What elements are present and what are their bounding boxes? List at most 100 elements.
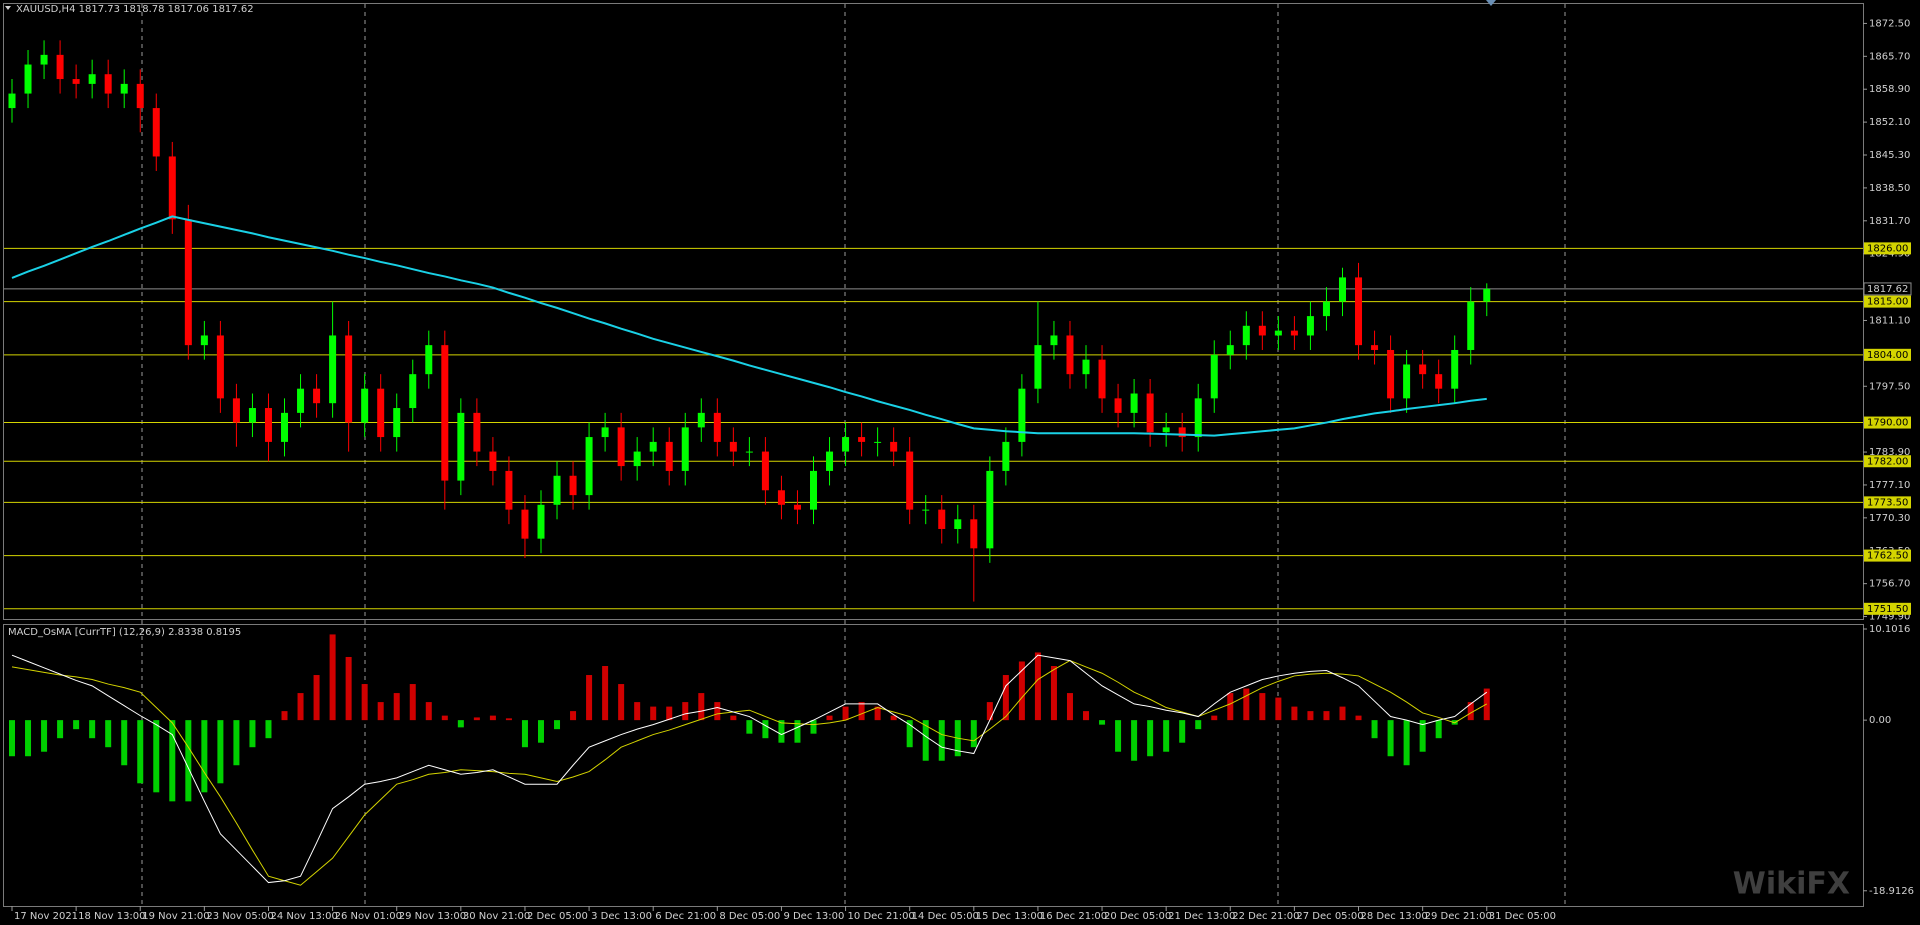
histogram-bar bbox=[105, 720, 112, 748]
vertical-grid bbox=[141, 4, 1566, 906]
candle-body bbox=[633, 451, 641, 467]
candle-body bbox=[1018, 388, 1026, 442]
level-label-box bbox=[1864, 549, 1911, 562]
level-label: 1751.50 bbox=[1867, 604, 1908, 615]
menu-arrow bbox=[5, 6, 11, 10]
candle-body bbox=[1034, 345, 1042, 389]
x-tick-label: 3 Dec 13:00 bbox=[591, 911, 652, 922]
y-tick-label: 1845.30 bbox=[1869, 150, 1910, 161]
level-label: 1826.00 bbox=[1867, 243, 1908, 254]
histogram-bar bbox=[1034, 652, 1041, 721]
histogram-bar bbox=[1050, 666, 1057, 721]
shift-marker bbox=[1486, 0, 1496, 6]
candle-body bbox=[713, 412, 721, 442]
candle-body bbox=[810, 470, 817, 510]
candle-body bbox=[777, 490, 785, 505]
candle-body bbox=[313, 388, 321, 404]
histogram-bar bbox=[858, 702, 865, 721]
candle-body bbox=[1146, 393, 1154, 433]
candle-body bbox=[1210, 354, 1218, 399]
candle-body bbox=[136, 83, 144, 109]
histogram-bar bbox=[1066, 693, 1073, 721]
candle-body bbox=[1082, 359, 1090, 375]
histogram-bar bbox=[153, 720, 160, 793]
x-tick-label: 18 Nov 13:00 bbox=[78, 911, 145, 922]
x-tick-label: 14 Dec 05:00 bbox=[912, 911, 979, 922]
histogram-bar bbox=[1355, 715, 1362, 721]
histogram-bar bbox=[281, 711, 288, 721]
histogram-bar bbox=[810, 720, 817, 734]
histogram-bar bbox=[570, 711, 577, 721]
histogram-bar bbox=[1371, 720, 1378, 739]
x-tick-label: 30 Nov 21:00 bbox=[463, 911, 530, 922]
x-tick-label: 28 Dec 13:00 bbox=[1361, 911, 1428, 922]
y-tick-label: 1797.50 bbox=[1869, 381, 1910, 392]
candle-body bbox=[329, 335, 337, 404]
histogram-bar bbox=[41, 720, 48, 752]
x-tick-label: 19 Nov 21:00 bbox=[142, 911, 209, 922]
histogram-bar bbox=[1243, 688, 1250, 721]
candle-body bbox=[745, 451, 753, 453]
x-tick-label: 29 Nov 13:00 bbox=[399, 911, 466, 922]
level-label: 1762.50 bbox=[1867, 551, 1908, 562]
candle-body bbox=[457, 412, 465, 481]
histogram-bar bbox=[1259, 693, 1266, 721]
candle-body bbox=[40, 54, 48, 65]
candle-body bbox=[697, 412, 705, 428]
x-tick-label: 16 Dec 21:00 bbox=[1040, 911, 1107, 922]
candle-body bbox=[72, 79, 80, 84]
histogram-bar bbox=[1403, 720, 1410, 766]
histogram-bar bbox=[986, 702, 993, 721]
histogram-bar bbox=[137, 720, 144, 784]
histogram-bar bbox=[329, 634, 336, 721]
level-label-box bbox=[1864, 242, 1911, 255]
candle-body bbox=[1451, 349, 1459, 389]
histogram-bar bbox=[169, 720, 176, 802]
candle-body bbox=[1338, 277, 1346, 302]
candle-body bbox=[120, 83, 128, 94]
candle-body bbox=[264, 408, 272, 442]
histogram-bar bbox=[489, 715, 496, 721]
histogram-bar bbox=[1115, 720, 1122, 752]
x-tick-label: 2 Dec 05:00 bbox=[527, 911, 588, 922]
x-tick-label: 6 Dec 21:00 bbox=[655, 911, 716, 922]
y-tick-label: 1838.50 bbox=[1869, 183, 1910, 194]
level-label: 1790.00 bbox=[1867, 418, 1908, 429]
candle-body bbox=[569, 475, 577, 496]
histogram-bar bbox=[922, 720, 929, 761]
candle-body bbox=[1130, 393, 1138, 413]
histogram-bar bbox=[313, 675, 320, 721]
level-label-box bbox=[1864, 496, 1911, 509]
histogram-bar bbox=[698, 693, 705, 721]
y-tick-label: 1852.10 bbox=[1869, 117, 1910, 128]
candle-body bbox=[152, 108, 160, 157]
histogram-bar bbox=[1307, 711, 1314, 721]
histogram-bar bbox=[345, 656, 352, 721]
candle-body bbox=[1258, 325, 1266, 336]
histogram-bar bbox=[970, 720, 977, 748]
y-tick-label: 1749.90 bbox=[1869, 612, 1910, 623]
indicator-title: MACD_OsMA [CurrTF] (12,26,9) 2.8338 0.81… bbox=[8, 627, 241, 638]
candle-body bbox=[842, 437, 850, 452]
candle-body bbox=[874, 441, 882, 443]
candle-body bbox=[665, 441, 673, 471]
candle-body bbox=[1306, 316, 1314, 336]
candle-body bbox=[1290, 330, 1298, 336]
histogram-bar bbox=[521, 720, 528, 748]
histogram-bar bbox=[842, 706, 849, 721]
x-tick-label: 21 Dec 13:00 bbox=[1168, 911, 1235, 922]
candle-body bbox=[1274, 330, 1282, 336]
level-label-box bbox=[1864, 416, 1911, 429]
level-label-box bbox=[1864, 295, 1911, 308]
y-tick-label: 1858.90 bbox=[1869, 84, 1910, 95]
histogram-bar bbox=[25, 720, 32, 757]
candle-body bbox=[1162, 427, 1170, 433]
histogram-bar bbox=[586, 675, 593, 721]
candle-body bbox=[425, 345, 433, 375]
moving-average bbox=[11, 215, 1487, 437]
candle-body bbox=[361, 388, 369, 423]
candle-body bbox=[393, 408, 401, 438]
histogram-bar bbox=[1435, 720, 1442, 739]
candle-body bbox=[297, 388, 305, 413]
x-tick-label: 29 Dec 21:00 bbox=[1425, 911, 1492, 922]
